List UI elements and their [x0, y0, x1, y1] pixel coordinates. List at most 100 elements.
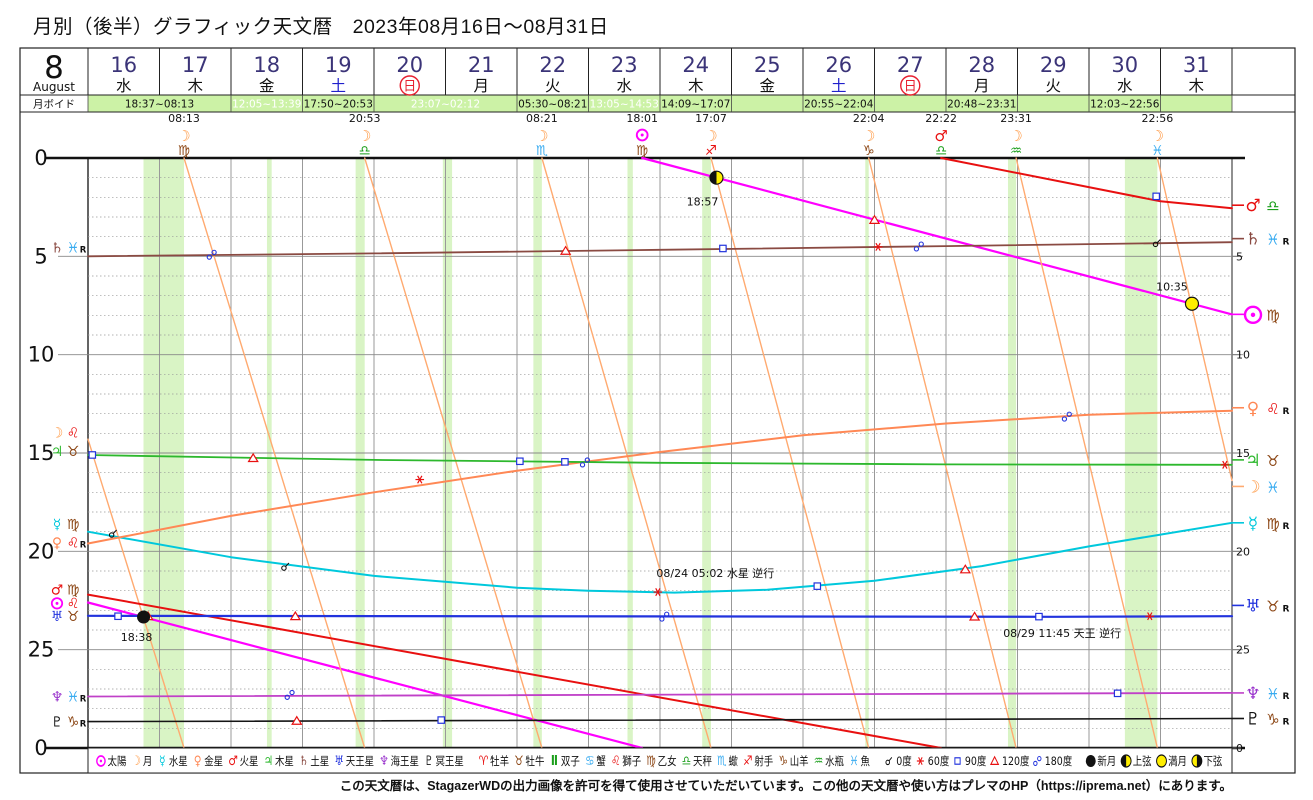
date-number: 31: [1183, 53, 1210, 77]
legend-sign: ♌ 獅子: [611, 753, 642, 768]
legend-planet: ♇ 冥王星: [424, 753, 464, 768]
retrograde-flag: R: [1283, 238, 1290, 248]
mars-glyph: ♂: [934, 127, 947, 145]
ingress-time: 20:53: [349, 112, 381, 125]
date-number: 27: [897, 53, 924, 77]
legend-aspect: 60度: [916, 754, 950, 768]
legend-sign: ♑ 山羊: [778, 753, 808, 768]
ingress-row: 08:13☽♍20:53☽♎08:21☽♏18:01♍17:07☽♐22:04☽…: [168, 112, 1173, 159]
legend-sign: ♋ 蟹: [585, 753, 606, 768]
phase-time: 18:38: [121, 631, 153, 644]
right-tick: 20: [1236, 545, 1250, 558]
right-tick: 0: [1236, 742, 1243, 755]
aspect-tri-marker: [868, 214, 881, 224]
aries-glyph: ♈: [479, 753, 489, 768]
ingress-time: 22:04: [853, 112, 885, 125]
date-number: 24: [682, 53, 709, 77]
legend-planet: ♃ 木星: [264, 753, 294, 768]
moon-glyph: ☽: [862, 127, 875, 145]
pisces-glyph: ♓: [849, 753, 859, 768]
legend-sign: ♎ 天秤: [682, 753, 713, 768]
legend-aspect: 180度: [1033, 754, 1073, 768]
left-tick: 10: [28, 343, 55, 367]
capricorn-glyph: ♑: [67, 715, 80, 731]
legend-phase: 新月: [1085, 754, 1116, 768]
legend-label: 月: [143, 755, 152, 768]
legend-planet: ☽ 月: [132, 753, 153, 768]
day-of-week: 火: [545, 77, 561, 95]
aspect-sex-marker: [1145, 612, 1155, 621]
sagittarius-glyph: ♐: [743, 753, 753, 768]
leo-glyph: ♌: [67, 535, 80, 551]
moon-glyph: ☽: [358, 127, 371, 145]
void-time-entry: 20:48~23:31: [947, 99, 1016, 111]
void-time-entry: 13:05~14:53: [590, 99, 659, 111]
ingress-time: 23:31: [1000, 112, 1032, 125]
left-tick: 20: [28, 539, 55, 563]
day-of-week: 日: [904, 80, 917, 95]
retrograde-flag: R: [80, 720, 87, 730]
pisces-glyph: ♓: [1266, 478, 1279, 496]
moon-phase-lq: [1191, 754, 1203, 768]
left-tick: 0: [34, 146, 47, 170]
calendar-header: 8August16水17木18金19土20日21月22火23水24木25金26土…: [19, 47, 1296, 774]
jupiter-glyph: ♃: [264, 753, 274, 768]
legend-planet: ♄ 土星: [299, 753, 329, 768]
aspect-conj-marker: [281, 562, 290, 571]
ingress-time: 08:21: [526, 112, 558, 125]
retrograde-annotation: 08/24 05:02 水星 逆行: [656, 566, 774, 580]
legend: 太陽 ☽ 月 ☿ 水星 ♀ 金星 ♂ 火星 ♃ 木星 ♄ 土星 ♅ 天王星 ♆ 海王星 ♇ 冥王星 ♈ 牡羊 ♉ 牡牛 Ⅱ 双子…: [96, 753, 1223, 768]
date-number: 21: [468, 53, 495, 77]
void-time-entry: 18:37~08:13: [125, 99, 194, 111]
legend-label: 蠍: [728, 755, 738, 768]
retrograde-flag: R: [1283, 692, 1290, 702]
retrograde-flag: R: [80, 694, 87, 704]
aspect-sq-marker: [437, 716, 446, 724]
annotations: 08/24 05:02 水星 逆行 08/29 11:45 天王 逆行: [656, 566, 1121, 640]
moon-glyph: ☽: [177, 127, 190, 145]
moon-phase-markers: 18:38 18:57 10:35: [121, 170, 1200, 644]
legend-planet: 太陽: [96, 754, 127, 768]
legend-planet: ♀ 金星: [194, 753, 223, 768]
venus-glyph: ♀: [194, 753, 202, 768]
day-of-week: 水: [116, 77, 132, 95]
legend-label: 射手: [754, 754, 773, 768]
ingress-time: 22:22: [925, 112, 957, 125]
moon-phase-new: [1085, 755, 1096, 767]
date-number: 25: [754, 53, 781, 77]
cancer-glyph: ♋: [585, 753, 595, 768]
aspect-sex-marker: [415, 475, 425, 484]
planet-line-mercury: [87, 521, 1233, 594]
left-tick: 0: [34, 736, 47, 760]
legend-aspect: 90度: [954, 754, 987, 768]
venus-glyph: ♀: [1247, 399, 1259, 419]
date-number: 16: [110, 53, 137, 77]
day-of-week: 木: [1188, 77, 1204, 95]
aspect-sq-marker: [561, 458, 569, 466]
legend-sign: ♓ 魚: [849, 753, 870, 768]
libra-glyph: ♎: [359, 143, 371, 159]
aspect-tri-marker: [968, 611, 981, 621]
date-number: 29: [1040, 53, 1067, 77]
legend-label: 90度: [965, 754, 987, 768]
aspect-sex-marker: [873, 242, 883, 251]
aspect-tri-marker: [289, 610, 302, 621]
gemini-glyph: Ⅱ: [551, 753, 558, 768]
legend-sign: Ⅱ 双子: [551, 753, 580, 768]
day-of-week: 水: [616, 77, 632, 95]
date-number: 18: [253, 53, 280, 77]
aspect-sq-marker: [954, 757, 961, 765]
legend-label: 海王星: [391, 754, 419, 768]
aspect-opp-marker: [659, 611, 670, 622]
libra-glyph: ♎: [1266, 197, 1279, 215]
day-of-week: 月: [974, 77, 990, 95]
date-number: 23: [611, 53, 638, 77]
mercury-glyph: ☿: [1248, 514, 1258, 534]
retrograde-flag: R: [1283, 407, 1290, 417]
footer-credit: この天文暦は、StagazerWDの出力画像を許可を得て使用させていただいていま…: [339, 779, 1232, 793]
void-row-label: 月ボイド: [33, 99, 75, 111]
moon-phase-new: [137, 610, 151, 624]
void-time-entry: 12:05~13:39: [232, 99, 301, 111]
date-number: 20: [396, 53, 423, 77]
legend-label: 上弦: [1133, 754, 1152, 768]
